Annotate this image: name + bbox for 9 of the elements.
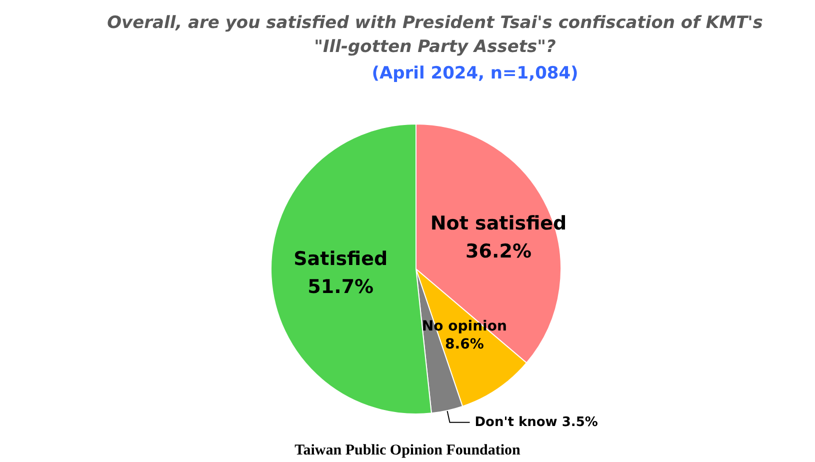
slice-label: Satisfied: [294, 248, 388, 270]
slice-label: Don't know 3.5%: [474, 414, 598, 430]
chart-title: Overall, are you satisfied with President Tsai's confiscation of KMT's "Ill-gotten Party Assets"?: [107, 13, 763, 57]
slice-label: Not satisfied: [430, 212, 567, 234]
data-label: 8.6%: [445, 336, 484, 352]
data-label: 51.7%: [308, 276, 374, 298]
text: Taiwan Public Opinion Foundation: [294, 442, 522, 458]
data-label: 36.2%: [466, 240, 532, 262]
chart-subtitle: (April 2024, n=1,084): [372, 64, 578, 84]
